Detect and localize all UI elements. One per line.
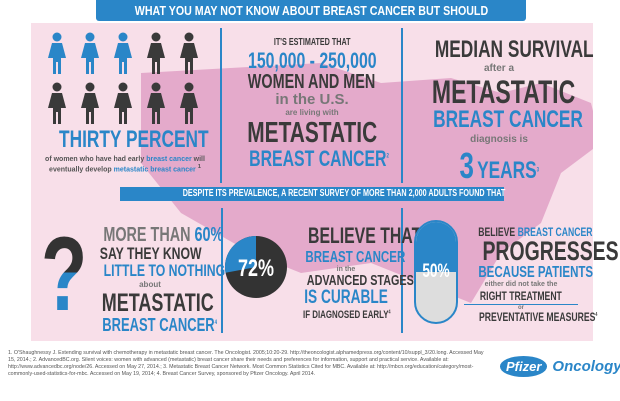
woman-icon <box>40 32 73 74</box>
woman-icon <box>139 32 172 74</box>
divider <box>401 28 403 183</box>
divider <box>401 208 403 333</box>
stat-median-survival: MEDIAN SURVIVAL after a METASTATIC BREAS… <box>431 36 594 186</box>
woman-icon <box>73 32 106 74</box>
woman-icon <box>172 82 205 124</box>
woman-icon <box>40 82 73 124</box>
survey-stat-50: BELIEVE BREAST CANCER PROGRESSES BECAUSE… <box>456 226 619 323</box>
pie-72-percent: 72% <box>225 236 287 298</box>
woman-icon <box>73 82 106 124</box>
pfizer-oncology-logo: Pfizer Oncology <box>500 356 620 377</box>
infographic-title: WHAT YOU MAY NOT KNOW ABOUT BREAST CANCE… <box>96 0 526 21</box>
woman-icon <box>139 82 172 124</box>
survey-stat-60: MORE THAN 60% SAY THEY KNOW LITTLE TO NO… <box>99 224 226 335</box>
woman-icon <box>106 32 139 74</box>
pill-fill <box>416 222 456 272</box>
stat-living-with-mbc: IT'S ESTIMATED THAT 150,000 - 250,000 WO… <box>247 37 389 171</box>
pie-label: 72% <box>238 256 274 282</box>
pill-50-percent: 50% <box>414 220 458 324</box>
survey-stat-72: BELIEVE THAT BREAST CANCER in the ADVANC… <box>303 223 422 321</box>
stat-thirty-percent: THIRTY PERCENT of women who have had ear… <box>45 126 209 174</box>
woman-icon <box>106 82 139 124</box>
woman-icon <box>172 32 205 74</box>
question-mark-icon: ? <box>40 216 88 333</box>
women-icon-grid <box>40 32 205 124</box>
pill-label: 50% <box>422 261 450 282</box>
divider <box>221 208 223 333</box>
footnotes: 1. O'Shaughnessy J. Extending survival w… <box>8 350 484 377</box>
pie-slice <box>225 236 256 273</box>
divider <box>220 28 222 183</box>
survey-banner: DESPITE ITS PREVALENCE, A RECENT SURVEY … <box>120 187 505 201</box>
